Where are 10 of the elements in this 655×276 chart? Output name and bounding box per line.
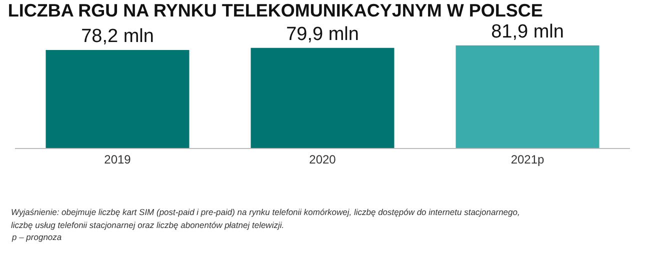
x-tick-label: 2021p: [510, 152, 545, 166]
chart-title: LICZBA RGU NA RYNKU TELEKOMUNIKACYJNYM W POLSCE: [8, 0, 543, 21]
data-label: 81,9 mln: [491, 21, 564, 42]
text: Wyjaśnienie: obejmuje liczbę kart SIM (post-paid i pre-paid) na rynku telefonii komórkowej, liczbę dostępów do internetu stacjonarnego,: [11, 207, 520, 217]
x-tick-label: 2019: [104, 152, 132, 166]
x-tick-label: 2020: [309, 152, 336, 166]
data-label: 78,2 mln: [81, 26, 154, 48]
data-label: 79,9 mln: [286, 24, 359, 45]
text: p – prognoza: [11, 232, 62, 242]
text: liczbę usług telefonii stacjonarnej oraz liczbę abonentów płatnej telewizji.: [11, 220, 284, 230]
